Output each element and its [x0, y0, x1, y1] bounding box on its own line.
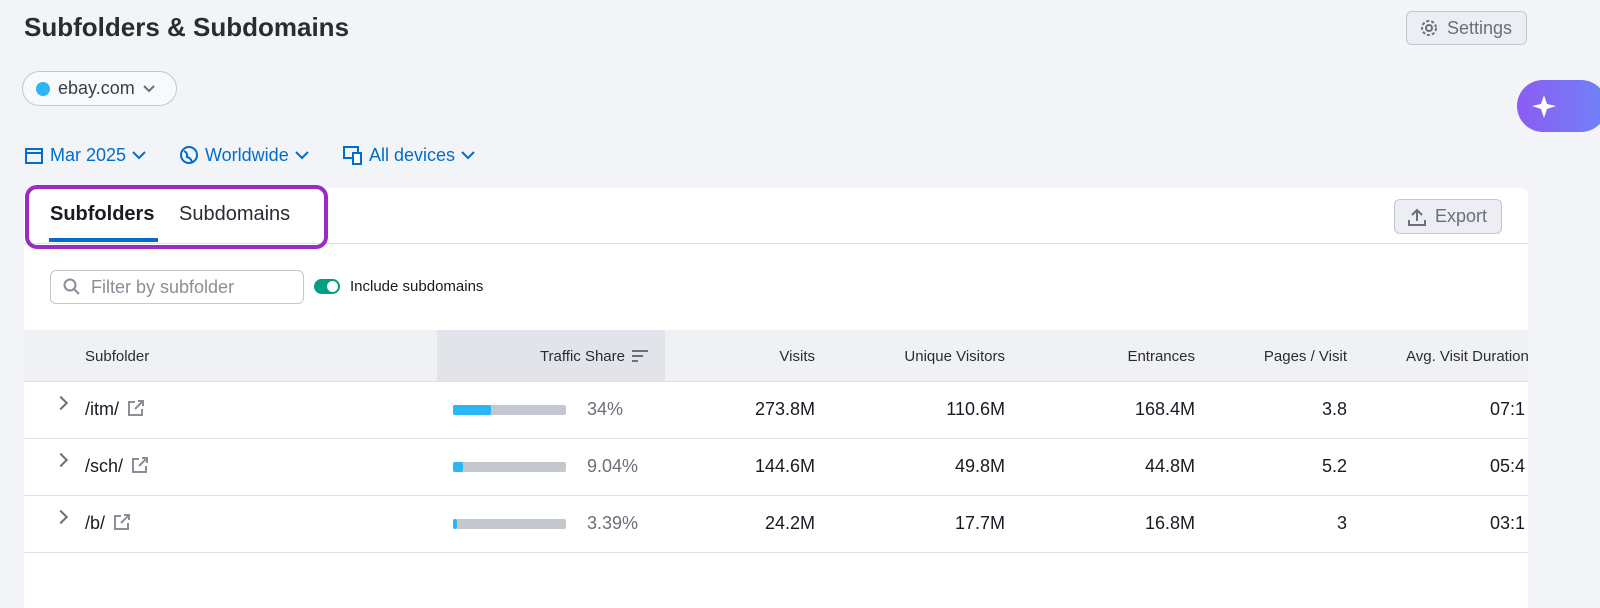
subfolder-cell[interactable]: /sch/	[85, 456, 149, 477]
column-header[interactable]: Unique Visitors	[904, 348, 1005, 365]
search-input[interactable]: Filter by subfolder	[50, 270, 304, 304]
column-header[interactable]: Pages / Visit	[1263, 348, 1347, 365]
chevron	[294, 150, 309, 159]
unique-visitors-cell: 110.6M	[946, 399, 1005, 419]
visits-cell: 273.8M	[754, 399, 815, 419]
export-button[interactable]: Export	[1394, 199, 1502, 234]
search-placeholder: Filter by subfolder	[91, 276, 235, 297]
device-label: All devices	[369, 144, 456, 165]
traffic-share-label-cell: 34%	[587, 399, 624, 419]
calendar-icon	[25, 148, 43, 164]
sorted-column-header	[437, 330, 665, 381]
subfolder-cell[interactable]: /itm/	[85, 399, 145, 420]
visits-cell: 144.6M	[754, 456, 815, 476]
traffic-bar-track	[453, 462, 566, 472]
tab-active[interactable]: Subfolders	[50, 203, 155, 225]
settings-label: Settings	[1447, 17, 1513, 38]
unique-visitors-cell: 17.7M	[954, 513, 1005, 533]
column-header[interactable]: Entrances	[1127, 348, 1195, 365]
tab[interactable]: Subdomains	[179, 203, 291, 225]
column-header[interactable]: Traffic Share	[539, 348, 625, 365]
traffic-bar	[453, 462, 464, 472]
globe-icon	[180, 146, 198, 164]
domain-dot	[36, 81, 50, 96]
avg-visit-duration-cell: 05:4	[1490, 456, 1526, 476]
region-filter[interactable]: Worldwide	[179, 143, 309, 167]
domain-label: ebay.com	[58, 78, 135, 98]
upload-icon	[1408, 208, 1426, 226]
pages-per-visit-cell: 3.8	[1321, 399, 1347, 419]
toggle[interactable]	[314, 279, 340, 294]
ai-assistant-button[interactable]	[1517, 80, 1600, 132]
pages-per-visit-cell: 5.2	[1321, 456, 1347, 476]
column-header[interactable]: Subfolder	[85, 348, 150, 365]
external-link-icon[interactable]	[127, 399, 145, 417]
gear-icon	[1421, 20, 1437, 36]
chevron	[132, 150, 146, 159]
region-label: Worldwide	[205, 144, 289, 165]
chevron	[142, 84, 155, 92]
tab-underline	[49, 238, 158, 242]
entrances-cell: 168.4M	[1134, 399, 1195, 419]
page: Subfolders & Subdomains Settings ebay.co…	[22, 11, 1600, 608]
highlight-box	[25, 185, 328, 249]
pages-per-visit-cell: 3	[1336, 513, 1347, 533]
subfolder-cell[interactable]: /b/	[85, 513, 131, 534]
table-row[interactable]	[24, 382, 1528, 439]
table-row[interactable]	[24, 496, 1528, 553]
entrances-cell: 16.8M	[1144, 513, 1195, 533]
entrances-cell: 44.8M	[1144, 456, 1195, 476]
settings-button[interactable]: Settings	[1406, 11, 1527, 45]
page-title: Subfolders & Subdomains	[24, 12, 350, 42]
sparkle-icon	[1532, 95, 1556, 118]
date-filter[interactable]: Mar 2025	[24, 143, 146, 167]
traffic-bar	[453, 405, 492, 415]
sort-icon[interactable]	[632, 349, 648, 363]
search-icon	[63, 278, 80, 295]
traffic-bar-track	[453, 405, 566, 415]
export-label: Export	[1435, 206, 1488, 226]
avg-visit-duration-cell: 07:1	[1490, 399, 1526, 419]
traffic-share-label-cell: 9.04%	[587, 456, 639, 476]
traffic-share-label-cell: 3.39%	[587, 513, 639, 533]
table-row[interactable]	[24, 439, 1528, 496]
traffic-bar	[453, 519, 457, 529]
tab-divider	[24, 243, 1528, 244]
column-header[interactable]: Avg. Visit Duration	[1406, 348, 1528, 365]
external-link-icon[interactable]	[131, 456, 149, 474]
column-header[interactable]: Visits	[779, 348, 815, 365]
unique-visitors-cell: 49.8M	[954, 456, 1005, 476]
date-label: Mar 2025	[50, 144, 127, 165]
traffic-bar-track	[453, 519, 566, 529]
table-card: Subfolders Subdomains Export Filter by s…	[24, 188, 1528, 608]
chevron	[461, 150, 475, 159]
avg-visit-duration-cell: 03:1	[1490, 513, 1526, 533]
devices-icon	[343, 146, 362, 165]
table-header	[24, 330, 1528, 382]
domain-selector[interactable]: ebay.com	[22, 71, 177, 106]
toggle-knob	[327, 281, 338, 292]
device-filter[interactable]: All devices	[343, 143, 475, 167]
external-link-icon[interactable]	[113, 513, 131, 531]
visits-cell: 24.2M	[764, 513, 815, 533]
toggle-label: Include subdomains	[350, 278, 484, 295]
